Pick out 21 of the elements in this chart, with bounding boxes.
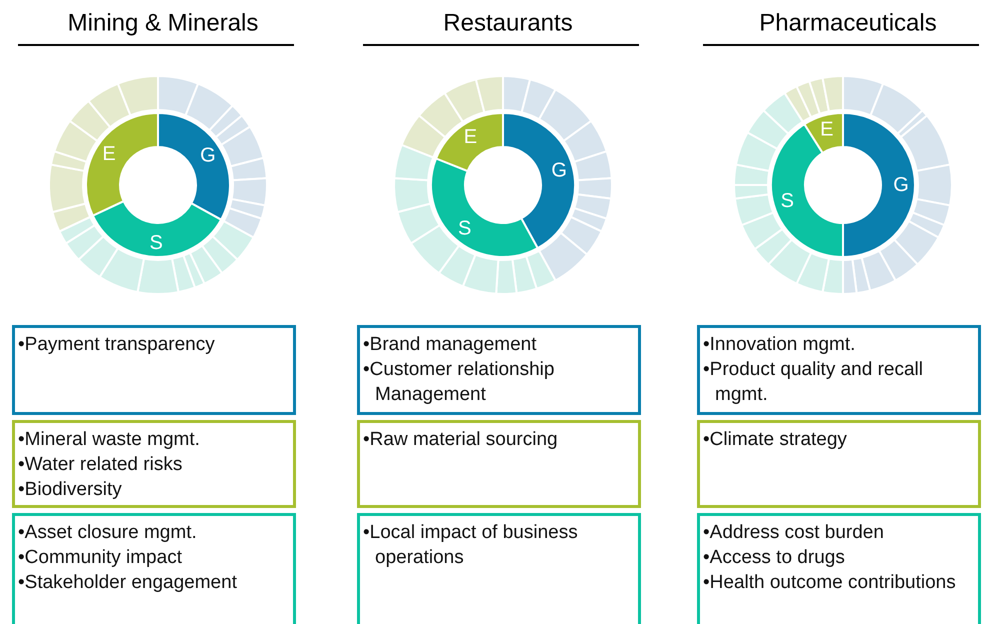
text-box: •Mineral waste mgmt. •Water related risks •Biodiversity xyxy=(12,420,296,508)
chart-title: Mining & Minerals xyxy=(68,10,258,36)
text-box: •Raw material sourcing xyxy=(357,420,641,508)
text-box: •Address cost burden •Access to drugs •Health outcome contributions xyxy=(697,513,981,624)
chart-title: Pharmaceuticals xyxy=(759,10,937,36)
slice-label: S xyxy=(150,232,163,254)
slice-label: G xyxy=(200,144,216,166)
text-box: •Asset closure mgmt. •Community impact •Stakeholder engagement xyxy=(12,513,296,624)
text-box: •Payment transparency xyxy=(12,325,296,415)
slice-label: G xyxy=(551,160,567,182)
text-box: •Brand management •Customer relationship Management xyxy=(357,325,641,415)
text-box: •Climate strategy xyxy=(697,420,981,508)
slice-label: S xyxy=(458,218,472,240)
chart-title: Restaurants xyxy=(443,10,573,36)
slice-label: E xyxy=(464,126,478,148)
slice-label: E xyxy=(820,118,834,140)
text-box: •Innovation mgmt. •Product quality and recall mgmt. xyxy=(697,325,981,415)
slice-label: S xyxy=(780,190,794,212)
slice-label: G xyxy=(893,174,909,196)
slice-label: E xyxy=(102,142,116,165)
text-box: •Local impact of business operations xyxy=(357,513,641,624)
